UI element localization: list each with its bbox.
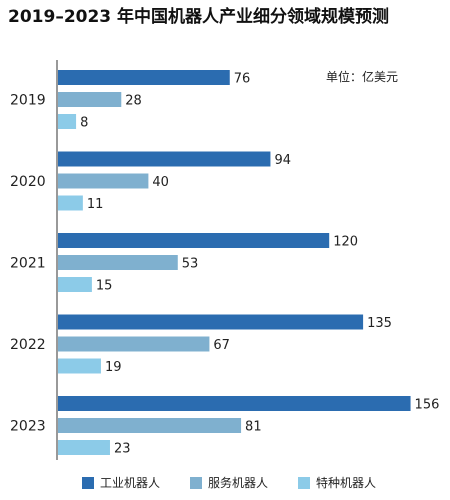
bar-2023-series-0 — [58, 396, 411, 411]
legend-item-1: 服务机器人 — [190, 474, 268, 491]
bar-2019-series-0 — [58, 70, 230, 85]
legend-swatch-0 — [82, 476, 94, 489]
legend-swatch-1 — [190, 476, 202, 489]
data-label-2023-series-2: 23 — [114, 442, 131, 457]
category-label-2019: 2019 — [10, 93, 46, 109]
legend-item-0: 工业机器人 — [82, 474, 160, 491]
bar-2022-series-2 — [58, 358, 101, 374]
bar-2021-series-2 — [58, 277, 92, 292]
bar-2020-series-1 — [58, 173, 149, 189]
category-label-2021: 2021 — [10, 256, 46, 272]
legend-label-1: 服务机器人 — [208, 476, 269, 490]
bar-2020-series-2 — [58, 195, 83, 211]
data-label-2019-series-1: 28 — [125, 94, 142, 109]
data-label-2020-series-0: 94 — [274, 153, 291, 168]
legend-label-2: 特种机器人 — [316, 476, 377, 490]
bar-2021-series-0 — [58, 233, 330, 248]
category-label-2023: 2023 — [10, 419, 46, 435]
data-label-2022-series-0: 135 — [367, 316, 392, 331]
data-label-2019-series-0: 76 — [234, 72, 251, 87]
unit-note: 单位：亿美元 — [326, 70, 399, 84]
bar-2023-series-1 — [58, 418, 242, 433]
data-label-2022-series-2: 19 — [105, 360, 122, 375]
legend-swatch-2 — [298, 476, 310, 489]
data-label-2020-series-1: 40 — [152, 175, 169, 190]
data-label-2021-series-2: 15 — [96, 279, 113, 294]
bar-2023-series-2 — [58, 440, 110, 455]
bar-2019-series-2 — [58, 114, 77, 129]
data-label-2020-series-2: 11 — [87, 197, 104, 212]
category-label-2020: 2020 — [10, 174, 46, 190]
legend: 工业机器人 服务机器人 特种机器人 — [0, 470, 450, 494]
data-label-2019-series-2: 8 — [80, 116, 88, 131]
bar-2022-series-1 — [58, 336, 210, 352]
category-label-2022: 2022 — [10, 337, 46, 353]
data-label-2023-series-1: 81 — [245, 420, 262, 435]
legend-label-0: 工业机器人 — [100, 476, 161, 490]
bar-2020-series-0 — [58, 151, 271, 167]
plot-area: 2019 76 28 8 2020 94 40 11 2021 120 53 15 2022 135 67 1… — [10, 60, 440, 460]
bar-2019-series-1 — [58, 92, 122, 107]
bar-2022-series-0 — [58, 314, 364, 330]
data-label-2021-series-0: 120 — [333, 235, 358, 250]
chart-title: 2019–2023 年中国机器人产业细分领域规模预测 — [8, 7, 390, 27]
legend-item-2: 特种机器人 — [298, 474, 376, 491]
data-label-2021-series-1: 53 — [182, 257, 199, 272]
bar-2021-series-1 — [58, 255, 178, 270]
data-label-2023-series-0: 156 — [415, 398, 440, 413]
data-label-2022-series-1: 67 — [213, 338, 230, 353]
